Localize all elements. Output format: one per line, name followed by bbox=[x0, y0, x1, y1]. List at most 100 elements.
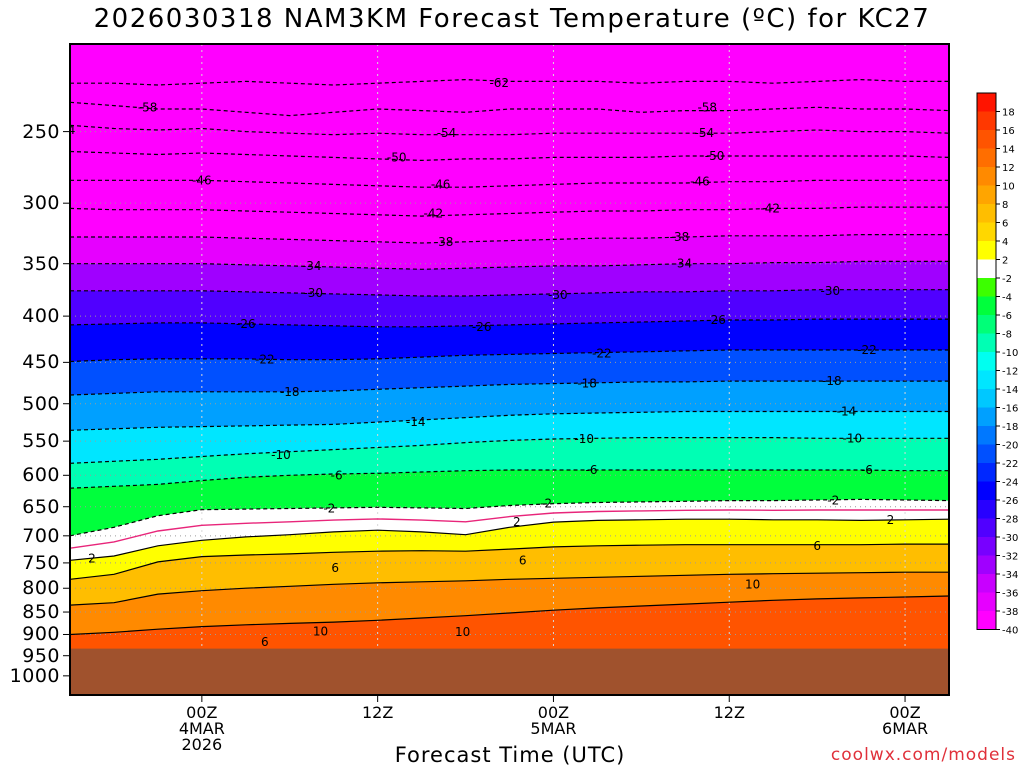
legend-swatch bbox=[977, 444, 996, 464]
credit-link[interactable]: coolwx.com/models bbox=[830, 745, 1016, 765]
contour-label: 10 bbox=[455, 625, 470, 639]
x-tick-label-36: 12Z bbox=[713, 703, 745, 722]
contour-label: -6 bbox=[861, 463, 873, 477]
contour-label: -50 bbox=[705, 149, 725, 163]
contour-label: -30 bbox=[548, 288, 568, 302]
freezing-line bbox=[70, 509, 949, 549]
contour-label: 10 bbox=[313, 624, 328, 638]
contour-label: -2 bbox=[540, 497, 552, 511]
contour-label: -58 bbox=[697, 100, 717, 114]
legend-tick-label: -18 bbox=[1002, 422, 1018, 433]
contour-label: -22 bbox=[255, 353, 275, 367]
legend-tick-label: 2 bbox=[1002, 256, 1008, 267]
legend-swatch bbox=[977, 389, 996, 408]
y-tick-label-500: 500 bbox=[22, 392, 60, 415]
contour-label: -38 bbox=[670, 230, 690, 244]
contour-label: 2 bbox=[513, 515, 521, 529]
contour-label: -2 bbox=[827, 494, 839, 508]
legend-tick-label: 18 bbox=[1002, 108, 1015, 119]
legend-swatch bbox=[977, 611, 996, 630]
legend-swatch bbox=[977, 481, 996, 501]
contour-label: -30 bbox=[821, 284, 841, 298]
legend-swatch bbox=[977, 315, 996, 334]
contour-label: -46 bbox=[431, 177, 451, 191]
contour-label: -34 bbox=[673, 257, 693, 271]
plot-frame bbox=[69, 43, 950, 696]
legend-tick-label: 4 bbox=[1002, 237, 1008, 248]
x-tick-label-24: 00Z 5MAR bbox=[530, 703, 577, 738]
contour-label: 10 bbox=[745, 577, 760, 591]
legend-frame bbox=[976, 92, 997, 630]
contour-label: -2 bbox=[323, 502, 335, 516]
y-tick-label-450: 450 bbox=[22, 351, 60, 374]
y-tick-label-600: 600 bbox=[22, 464, 60, 487]
contour-label: -18 bbox=[577, 377, 597, 391]
contour-label: -6 bbox=[331, 468, 343, 482]
legend-swatch bbox=[977, 296, 996, 316]
y-tick-label-750: 750 bbox=[22, 551, 60, 574]
legend-tick-label: -36 bbox=[1002, 589, 1018, 600]
legend-tick-label: -30 bbox=[1002, 533, 1018, 544]
y-tick-label-300: 300 bbox=[22, 192, 60, 215]
legend-swatch bbox=[977, 500, 996, 519]
legend-tick-label: 10 bbox=[1002, 182, 1015, 193]
legend-tick-label: -24 bbox=[1002, 478, 1018, 489]
contour-label: -6 bbox=[586, 463, 598, 477]
legend-tick-label: -22 bbox=[1002, 459, 1018, 470]
contour-label: -26 bbox=[706, 313, 726, 327]
legend-tick-label: 14 bbox=[1002, 145, 1015, 156]
legend-tick-label: -2 bbox=[1002, 274, 1012, 285]
isotherm-line-6 bbox=[70, 543, 949, 580]
contour-label: -10 bbox=[843, 431, 863, 445]
isotherm-line-2 bbox=[70, 518, 949, 561]
contour-label: -18 bbox=[280, 385, 300, 399]
contour-label: -42 bbox=[760, 201, 780, 215]
contour-label: 6 bbox=[813, 539, 821, 553]
legend-tick-label: -34 bbox=[1002, 570, 1018, 581]
legend-tick-label: -20 bbox=[1002, 441, 1018, 452]
contour-label: -10 bbox=[271, 448, 291, 462]
legend-tick-label: -8 bbox=[1002, 330, 1012, 341]
y-tick-label-900: 900 bbox=[22, 623, 60, 646]
contour-label: -46 bbox=[192, 173, 212, 187]
contour-label: -34 bbox=[302, 259, 322, 273]
y-tick-label-400: 400 bbox=[22, 305, 60, 328]
contour-label: -30 bbox=[303, 286, 323, 300]
legend-swatch bbox=[977, 111, 996, 131]
contour-label: -26 bbox=[472, 320, 492, 334]
y-tick-label-550: 550 bbox=[22, 430, 60, 453]
legend-tick-label: -28 bbox=[1002, 515, 1018, 526]
y-tick-label-650: 650 bbox=[22, 495, 60, 518]
contour-label: -54 bbox=[56, 123, 76, 137]
legend-swatch bbox=[977, 167, 996, 186]
legend-tick-label: -16 bbox=[1002, 404, 1018, 415]
contour-label: -10 bbox=[574, 432, 594, 446]
legend-tick-label: -38 bbox=[1002, 607, 1018, 618]
legend-swatch bbox=[977, 352, 996, 371]
isotherm-line-m2 bbox=[70, 498, 949, 537]
legend-swatch bbox=[977, 93, 996, 112]
contour-label: -42 bbox=[424, 207, 444, 221]
legend-tick-label: -4 bbox=[1002, 293, 1012, 304]
legend-swatch bbox=[977, 204, 996, 223]
color-legend: 18 16 14 12 10 8 6 4 2 -2 -4 -6 -8 -10 -12 -14 -16 -18 -20… bbox=[976, 92, 1018, 637]
legend-tick-label: 6 bbox=[1002, 219, 1008, 230]
legend-swatch bbox=[977, 574, 996, 593]
contour-label: -22 bbox=[592, 347, 612, 361]
legend-tick-label: -12 bbox=[1002, 367, 1018, 378]
legend-tick-label: -14 bbox=[1002, 385, 1018, 396]
contour-label: -54 bbox=[695, 126, 715, 140]
y-tick-label-800: 800 bbox=[22, 577, 60, 600]
contour-label: -18 bbox=[822, 374, 842, 388]
ground-surface bbox=[70, 648, 949, 695]
contour-label: -14 bbox=[406, 415, 426, 429]
legend-swatch bbox=[977, 555, 996, 575]
legend-tick-label: -6 bbox=[1002, 311, 1012, 322]
x-tick-label-48: 00Z 6MAR bbox=[882, 703, 929, 738]
legend-tick-label: -40 bbox=[1002, 626, 1018, 637]
contour-label: -46 bbox=[690, 175, 710, 189]
legend-swatch bbox=[977, 370, 996, 390]
legend-swatch bbox=[977, 537, 996, 556]
contour-label: 2 bbox=[887, 513, 895, 527]
